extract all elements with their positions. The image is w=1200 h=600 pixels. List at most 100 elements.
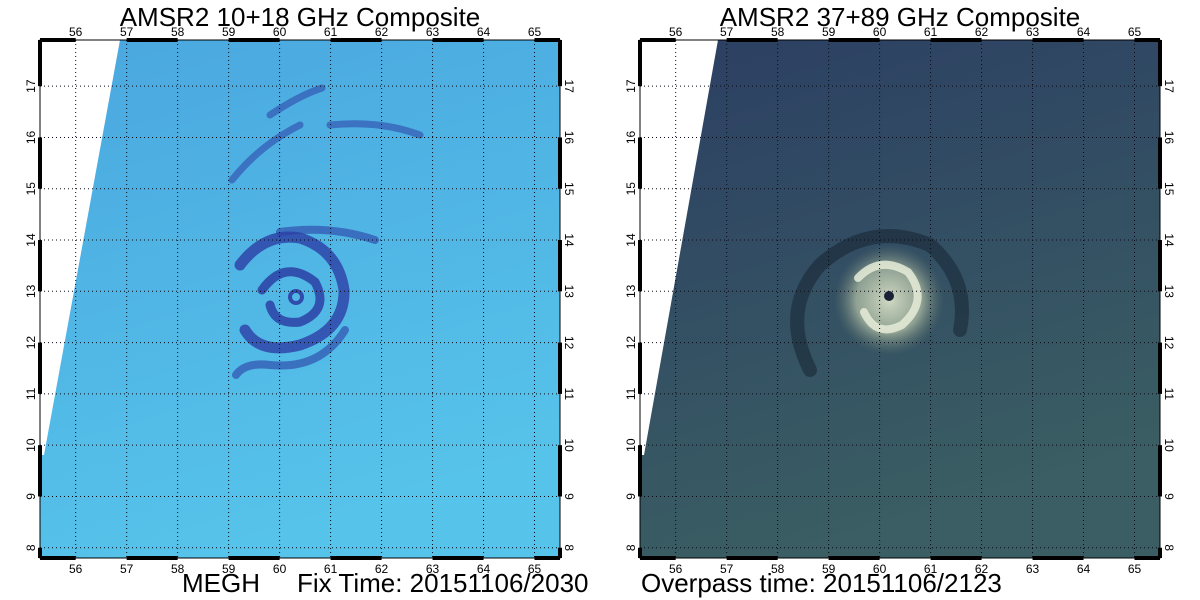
right-lon-label-bottom: 63: [1026, 562, 1040, 576]
left-lat-label-left: 12: [24, 336, 38, 350]
right-lat-label-right: 17: [1162, 79, 1176, 93]
right-lon-label-top: 62: [975, 25, 989, 39]
left-outer-band: [228, 84, 424, 184]
right-lon-label-bottom: 57: [720, 562, 734, 576]
left-spiral-band-2: [257, 267, 325, 327]
right-lon-label-top: 58: [771, 25, 785, 39]
left-lon-label-bottom: 60: [273, 562, 287, 576]
right-lat-label-right: 16: [1162, 131, 1176, 145]
left-lon-label-top: 57: [120, 25, 134, 39]
left-lat-label-right: 9: [562, 493, 576, 500]
left-lon-label-top: 58: [171, 25, 185, 39]
left-lat-label-right: 12: [562, 336, 576, 350]
right-lat-label-left: 17: [624, 79, 638, 93]
left-lat-label-right: 8: [562, 544, 576, 551]
left-lon-label-bottom: 56: [69, 562, 83, 576]
left-lat-label-right: 14: [562, 233, 576, 247]
right-panel-frame: [639, 39, 1161, 559]
right-lat-label-right: 14: [1162, 233, 1176, 247]
right-lon-label-bottom: 60: [873, 562, 887, 576]
right-nodata-region: [640, 40, 718, 455]
axis-labels: 56 56 57 57 58 58 59 59 60 60 61 61 62 62 63 63 64 64 65 65…: [24, 25, 1176, 576]
left-lon-label-bottom: 64: [477, 562, 491, 576]
right-panel-title: AMSR2 37+89 GHz Composite: [719, 2, 1081, 32]
overpass-time-label: Overpass time: 20151106/2123: [641, 568, 1002, 598]
right-lat-label-left: 11: [624, 387, 638, 400]
right-lon-label-top: 64: [1077, 25, 1091, 39]
right-lon-label-bottom: 59: [822, 562, 836, 576]
left-lon-label-top: 65: [528, 25, 542, 39]
right-lat-label-right: 10: [1162, 438, 1176, 452]
right-lat-label-left: 16: [624, 130, 638, 144]
right-lat-label-right: 8: [1162, 544, 1176, 551]
right-lon-label-top: 59: [822, 25, 836, 39]
left-lon-label-bottom: 65: [528, 562, 542, 576]
left-lat-label-right: 16: [562, 131, 576, 145]
right-lat-label-left: 8: [624, 544, 638, 551]
left-lon-label-top: 59: [222, 25, 236, 39]
right-storm-eye: [884, 291, 894, 301]
right-lat-label-left: 14: [624, 233, 638, 247]
left-lat-label-right: 15: [562, 182, 576, 196]
right-lon-label-bottom: 56: [669, 562, 683, 576]
left-lon-label-bottom: 63: [426, 562, 440, 576]
right-lon-label-bottom: 65: [1128, 562, 1142, 576]
left-lat-label-right: 11: [562, 388, 576, 401]
right-lat-label-right: 12: [1162, 336, 1176, 350]
left-panel-title: AMSR2 10+18 GHz Composite: [119, 2, 481, 32]
right-lon-label-top: 56: [669, 25, 683, 39]
right-lat-label-left: 10: [624, 438, 638, 452]
left-lat-label-left: 10: [24, 438, 38, 452]
left-lat-label-left: 16: [24, 130, 38, 144]
left-frame-ticks: [38, 38, 562, 560]
right-lat-label-left: 15: [624, 182, 638, 196]
left-graticule: [40, 40, 560, 558]
right-lon-label-top: 65: [1128, 25, 1142, 39]
left-lat-label-left: 9: [24, 493, 38, 500]
right-lat-label-left: 13: [624, 284, 638, 298]
right-lat-label-right: 11: [1162, 388, 1176, 401]
right-map-panel: [640, 40, 1160, 558]
left-lat-label-left: 11: [24, 387, 38, 400]
right-lat-label-left: 9: [624, 493, 638, 500]
left-lon-label-top: 62: [375, 25, 389, 39]
left-rainbands: [228, 84, 424, 379]
left-lon-label-top: 63: [426, 25, 440, 39]
left-lat-label-right: 13: [562, 285, 576, 299]
left-spiral-band-3: [232, 225, 379, 379]
left-spiral-band-1: [234, 231, 350, 354]
right-lat-label-left: 12: [624, 336, 638, 350]
left-lat-label-left: 15: [24, 182, 38, 196]
left-lon-label-bottom: 61: [324, 562, 338, 576]
left-lon-label-top: 61: [324, 25, 338, 39]
left-lon-label-bottom: 59: [222, 562, 236, 576]
left-lon-label-bottom: 57: [120, 562, 134, 576]
left-panel-frame: [39, 39, 561, 559]
right-lon-label-bottom: 61: [924, 562, 938, 576]
left-lat-label-left: 8: [24, 544, 38, 551]
left-lon-label-bottom: 62: [375, 562, 389, 576]
right-core-spiral: [854, 260, 922, 334]
right-lon-label-top: 60: [873, 25, 887, 39]
right-lat-label-right: 15: [1162, 182, 1176, 196]
left-lat-label-left: 13: [24, 284, 38, 298]
left-lat-label-left: 14: [24, 233, 38, 247]
right-spiral-arc: [790, 229, 969, 377]
left-lat-label-right: 10: [562, 438, 576, 452]
left-map-panel: [40, 40, 560, 558]
right-graticule: [640, 40, 1160, 558]
right-lat-label-right: 13: [1162, 285, 1176, 299]
right-lon-label-bottom: 64: [1077, 562, 1091, 576]
left-lat-label-right: 17: [562, 79, 576, 93]
storm-name-label: MEGH: [182, 568, 260, 598]
left-nodata-region: [40, 40, 120, 455]
right-lon-label-top: 57: [720, 25, 734, 39]
right-lat-label-right: 9: [1162, 493, 1176, 500]
left-lon-label-top: 64: [477, 25, 491, 39]
left-lon-label-top: 60: [273, 25, 287, 39]
fix-time-label: Fix Time: 20151106/2030: [297, 568, 589, 598]
right-frame-ticks: [638, 38, 1162, 560]
right-lon-label-top: 63: [1026, 25, 1040, 39]
right-lon-label-bottom: 62: [975, 562, 989, 576]
